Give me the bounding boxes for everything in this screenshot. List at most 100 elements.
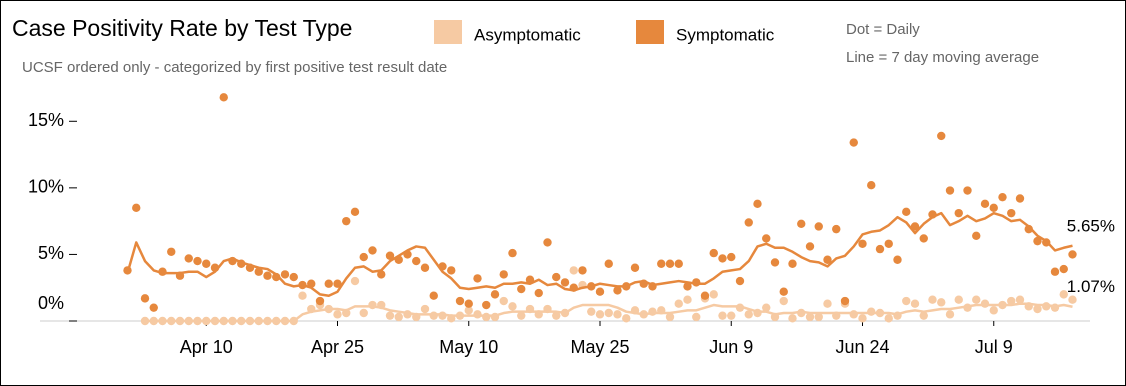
daily-dot — [140, 316, 150, 326]
daily-dot — [377, 300, 386, 310]
daily-dot — [972, 231, 981, 240]
daily-dot — [604, 308, 613, 318]
daily-dot — [805, 242, 815, 251]
daily-dot — [447, 314, 456, 323]
daily-dot — [420, 304, 430, 314]
daily-dot — [1015, 194, 1025, 203]
daily-dot — [420, 263, 430, 272]
daily-dot — [910, 299, 920, 308]
daily-dot — [228, 256, 237, 266]
daily-dot — [867, 180, 876, 190]
daily-dot — [980, 199, 990, 209]
daily-dot — [937, 131, 946, 141]
daily-dot — [499, 296, 508, 306]
daily-dot — [560, 308, 570, 318]
y-tick-label: 5% — [38, 243, 64, 263]
daily-dot — [455, 311, 465, 320]
end-label: 1.07% — [1067, 277, 1115, 296]
daily-dot — [709, 248, 718, 258]
daily-dot — [797, 308, 806, 318]
daily-dot — [254, 267, 263, 276]
daily-dot — [779, 296, 788, 306]
daily-dot — [569, 266, 578, 275]
daily-dot — [175, 316, 185, 326]
daily-dot — [674, 259, 683, 268]
daily-dot — [289, 316, 298, 326]
daily-dot — [595, 310, 605, 319]
daily-dot — [630, 263, 640, 272]
daily-dot — [140, 294, 150, 303]
x-tick-label: Jun 24 — [835, 337, 889, 357]
daily-dot — [272, 272, 281, 282]
daily-dot — [272, 316, 281, 326]
x-tick-label: May 10 — [439, 337, 498, 357]
daily-dot — [525, 275, 535, 284]
daily-dot — [438, 311, 447, 320]
note: Line = 7 day moving average — [846, 49, 1039, 66]
daily-dot — [823, 255, 832, 264]
daily-dot — [394, 312, 403, 322]
daily-dot — [683, 295, 692, 304]
daily-dot — [954, 208, 963, 218]
daily-dot — [762, 303, 771, 312]
daily-dot — [639, 310, 648, 319]
daily-dot — [307, 304, 316, 314]
daily-dot — [657, 259, 666, 268]
daily-dot — [368, 300, 377, 310]
daily-dot — [552, 272, 561, 282]
daily-dot — [525, 304, 535, 314]
daily-dot — [622, 314, 631, 323]
daily-dot — [123, 266, 132, 275]
average-line — [145, 302, 1073, 323]
daily-dot — [762, 234, 771, 243]
daily-dot — [193, 316, 202, 326]
daily-dot — [534, 288, 543, 298]
daily-dot — [1042, 238, 1051, 247]
daily-dot — [963, 303, 972, 312]
daily-dot — [359, 252, 368, 262]
daily-dot — [902, 207, 911, 217]
daily-dot — [517, 284, 526, 294]
x-tick-label: Apr 25 — [311, 337, 364, 357]
daily-dot — [1007, 208, 1016, 218]
daily-dot — [473, 310, 482, 319]
daily-dot — [587, 307, 596, 316]
daily-dot — [1068, 295, 1077, 304]
daily-dot — [315, 296, 325, 306]
daily-dot — [385, 251, 395, 260]
daily-dot — [175, 271, 185, 280]
daily-dot — [823, 299, 832, 308]
daily-dot — [700, 291, 710, 300]
daily-dot — [569, 283, 578, 292]
daily-dot — [648, 307, 657, 316]
daily-dot — [928, 210, 937, 219]
daily-dot — [945, 310, 955, 319]
daily-dot — [1059, 264, 1068, 274]
daily-dot — [1007, 296, 1016, 306]
daily-dot — [998, 192, 1007, 202]
daily-dot — [709, 290, 718, 299]
daily-dot — [403, 250, 412, 259]
daily-dot — [280, 270, 290, 279]
daily-dot — [613, 310, 622, 319]
daily-dot — [1015, 295, 1025, 304]
daily-dot — [429, 311, 438, 320]
x-tick-label: May 25 — [570, 337, 629, 357]
daily-dot — [858, 314, 867, 323]
daily-dot — [412, 256, 421, 266]
daily-dot — [683, 282, 692, 291]
daily-dot — [910, 222, 920, 231]
daily-dot — [412, 312, 421, 322]
daily-dot — [508, 302, 517, 311]
daily-dot — [875, 308, 885, 318]
legend-swatch — [434, 20, 462, 44]
daily-dot — [210, 263, 220, 272]
y-tick-label: 0% — [38, 293, 64, 313]
daily-dot — [727, 252, 736, 262]
daily-dot — [560, 278, 570, 287]
daily-dot — [403, 310, 412, 319]
daily-dot — [989, 306, 998, 315]
daily-dot — [132, 203, 141, 213]
daily-dot — [919, 311, 928, 320]
